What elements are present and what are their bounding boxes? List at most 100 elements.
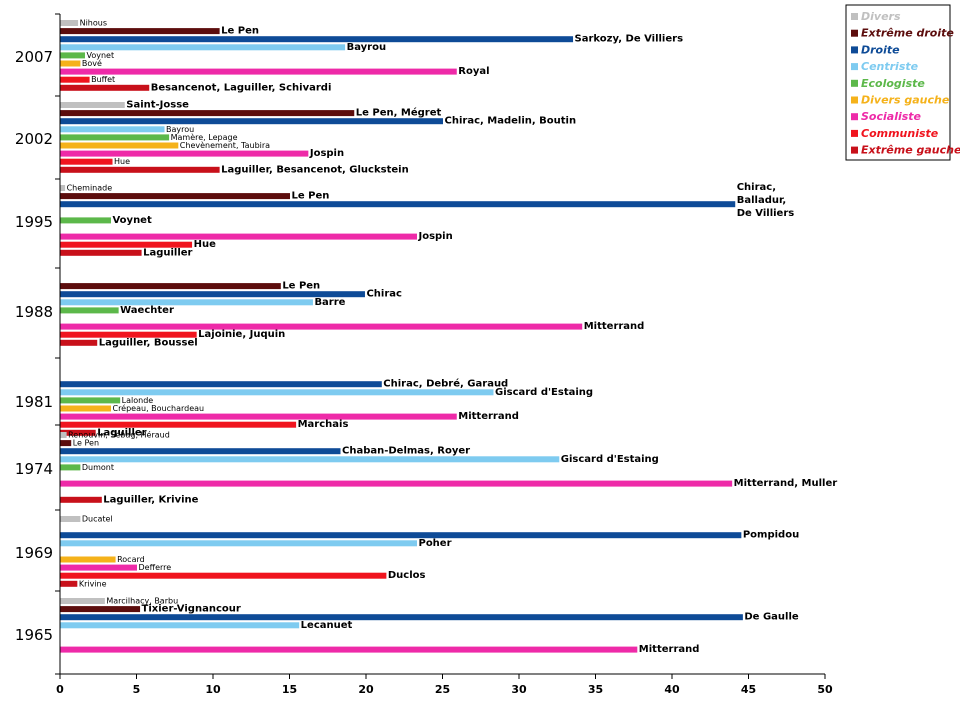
legend-swatch-divers: [851, 13, 858, 20]
bar-1981-centriste: [60, 389, 494, 396]
bar-1995-communiste: [60, 241, 193, 248]
legend-swatch-extreme-droite: [851, 29, 858, 37]
bar-label-1969-divers_gauche: Rocard: [117, 555, 145, 564]
bar-label-1995-droite: Chirac, Balladur, De Villiers: [737, 182, 795, 219]
legend-label-divers: Divers: [861, 10, 901, 23]
bar-label-2007-divers_gauche: Bové: [82, 58, 102, 68]
bar-label-2007-ecologiste: Voynet: [86, 51, 114, 60]
bar-1974-ecologiste: [60, 464, 81, 471]
bar-2007-divers: [60, 20, 79, 26]
bar-label-1965-socialiste: Mitterrand: [639, 644, 700, 655]
bar-label-2002-communiste: Hue: [114, 157, 130, 166]
bar-2002-divers_gauche: [60, 142, 179, 149]
x-tick-label-25: 25: [435, 683, 450, 696]
bar-1969-socialiste: [60, 564, 137, 571]
year-label-1988: 1988: [15, 303, 53, 321]
bar-1981-socialiste: [60, 413, 457, 420]
legend-box: [845, 4, 951, 161]
bar-1974-extreme_gauche: [60, 496, 102, 503]
bar-1981-communiste: [60, 421, 297, 428]
bar-label-2007-centriste: Bayrou: [347, 42, 387, 53]
bar-label-1974-divers: Renouvin, Sébag, Héraud: [68, 430, 170, 440]
year-label-1969: 1969: [15, 544, 53, 562]
bar-label-1974-extreme_gauche: Laguiller, Krivine: [103, 494, 198, 505]
bar-1988-extreme_droite: [60, 283, 281, 290]
bar-1988-ecologiste: [60, 307, 119, 314]
bar-2002-extreme_droite: [60, 110, 355, 117]
bar-1974-socialiste: [60, 480, 733, 487]
bar-label-1969-divers: Ducatel: [82, 515, 113, 524]
bar-1981-divers_gauche: [60, 405, 111, 412]
bar-label-1969-communiste: Duclos: [388, 570, 426, 581]
bar-2002-ecologiste: [60, 134, 170, 141]
bar-1981-ecologiste: [60, 397, 121, 404]
bar-label-1988-droite: Chirac: [366, 289, 402, 300]
bar-label-1995-socialiste: Jospin: [417, 231, 452, 242]
bar-1988-extreme_gauche: [60, 339, 98, 346]
bar-label-1988-centriste: Barre: [314, 297, 345, 308]
bar-1988-centriste: [60, 299, 313, 306]
bar-label-1988-ecologiste: Waechter: [120, 305, 174, 316]
bar-label-1981-divers_gauche: Crépeau, Bouchardeau: [112, 403, 204, 413]
bar-label-1965-centriste: Lecanuet: [301, 620, 353, 631]
bar-2002-droite: [60, 118, 443, 125]
bar-label-1981-communiste: Marchais: [298, 419, 349, 430]
bar-2007-extreme_droite: [60, 28, 220, 35]
bar-label-1965-divers: Marcilhacy, Barbu: [106, 597, 178, 606]
bar-1988-droite: [60, 291, 365, 298]
bar-1969-extreme_gauche: [60, 580, 78, 587]
bar-label-2007-communiste: Buffet: [91, 75, 115, 84]
legend-swatch-droite: [851, 46, 858, 54]
legend-swatch-socialiste: [851, 113, 858, 121]
bar-label-2002-divers: Saint-Josse: [126, 100, 189, 111]
bar-label-2002-divers_gauche: Chevènement, Taubira: [180, 140, 270, 150]
x-tick-label-35: 35: [588, 683, 603, 696]
legend-swatch-divers-gauche: [851, 96, 858, 104]
legend-swatch-centriste: [851, 63, 858, 71]
legend-label-extreme-droite: Extrême droite: [861, 27, 954, 40]
bar-label-2002-ecologiste: Mamère, Lepage: [171, 132, 238, 142]
legend: Divers Extrême droite Droite Centriste Ecolo…: [845, 4, 960, 161]
bar-label-1995-extreme_gauche: Laguiller: [143, 247, 192, 258]
legend-label-ecologiste: Ecologiste: [861, 77, 925, 90]
bar-1969-communiste: [60, 572, 387, 579]
bar-1995-socialiste: [60, 233, 417, 240]
bar-label-2002-centriste: Bayrou: [166, 125, 194, 134]
year-label-2007: 2007: [15, 48, 53, 66]
bar-1988-socialiste: [60, 323, 583, 330]
bar-label-1969-centriste: Poher: [418, 538, 451, 549]
bar-1965-droite: [60, 614, 743, 621]
x-tick-label-0: 0: [56, 683, 64, 696]
bar-label-2007-droite: Sarkozy, De Villiers: [575, 34, 684, 45]
bar-2002-divers: [60, 102, 125, 108]
bar-label-2002-extreme_gauche: Laguiller, Besancenot, Gluckstein: [221, 164, 409, 175]
bar-1988-communiste: [60, 331, 197, 338]
legend-label-divers-gauche: Divers gauche: [861, 94, 950, 107]
x-tick-label-20: 20: [358, 683, 374, 696]
x-tick-label-15: 15: [282, 683, 297, 696]
bar-1995-extreme_gauche: [60, 249, 142, 256]
bar-2007-socialiste: [60, 68, 457, 75]
bar-label-1974-extreme_droite: Le Pen: [73, 439, 99, 448]
bar-1965-socialiste: [60, 646, 638, 653]
bar-label-1981-ecologiste: Lalonde: [122, 396, 154, 405]
x-tick-label-10: 10: [205, 683, 221, 696]
bar-label-1988-extreme_gauche: Laguiller, Boussel: [99, 337, 198, 348]
bar-2002-communiste: [60, 158, 113, 165]
bar-1995-droite: [60, 201, 736, 208]
bar-label-1974-socialiste: Mitterrand, Muller: [734, 478, 838, 489]
bar-1969-droite: [60, 532, 742, 539]
bar-label-1981-socialiste: Mitterrand: [458, 411, 519, 422]
bar-label-1995-communiste: Hue: [194, 239, 216, 250]
group-1995: Cheminade Le Pen Chirac, Balladur, De Villie…: [60, 182, 795, 258]
bar-label-2007-divers: Nihous: [80, 19, 107, 28]
group-1988: Le Pen Chirac Barre Waechter Mitterrand Lajoi…: [60, 281, 644, 348]
bar-1974-droite: [60, 448, 341, 455]
group-2007: Nihous Le Pen Sarkozy, De Villiers Bayrou Vo…: [60, 19, 684, 93]
bar-2007-droite: [60, 36, 574, 43]
